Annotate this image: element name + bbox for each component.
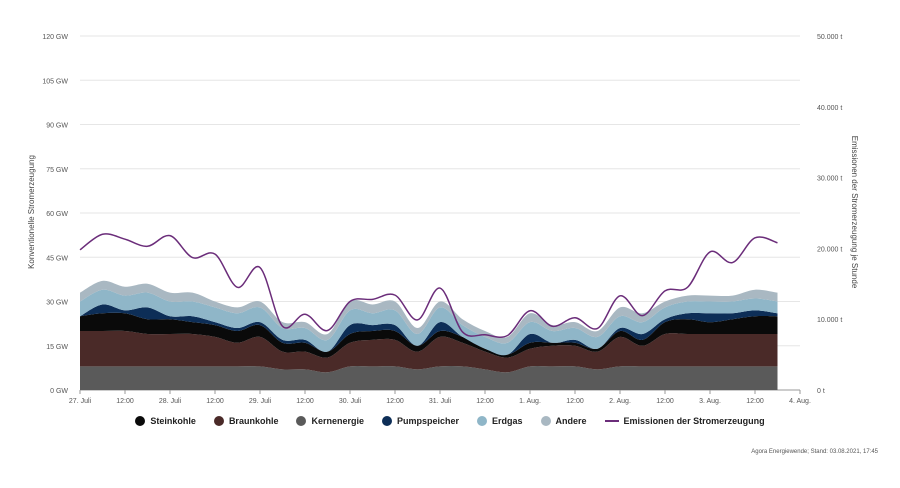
legend-swatch-braunkohle [213, 416, 224, 426]
x-tick-label: 12:00 [746, 398, 764, 405]
x-tick-label: 4. Aug. [789, 398, 811, 405]
area-erdgas [80, 289, 778, 356]
legend-label-erdgas: Erdgas [492, 416, 523, 426]
stacked-area-chart: 0 GW 15 GW 30 GW 45 GW 60 GW 75 GW 90 GW 105 GW… [27, 34, 859, 405]
y-axis-right-label: Emissionen der Stromerzeugung je Stunde [850, 136, 859, 289]
legend-line-emissionen [604, 420, 619, 422]
y-left-tick-label: 105 GW [42, 78, 68, 85]
y-right-tick-label: 30.000 t [817, 176, 842, 183]
y-right-tick-label: 50.000 t [817, 34, 842, 41]
area-steinkohle [80, 312, 778, 358]
y-left-tick-label: 0 GW [50, 388, 68, 395]
area-braunkohle [80, 330, 778, 373]
y-axis-left-ticks: 0 GW 15 GW 30 GW 45 GW 60 GW 75 GW 90 GW 105 GW… [42, 34, 68, 395]
source-note: Agora Energiewende; Stand: 03.08.2021, 1… [751, 449, 878, 455]
y-left-tick-label: 120 GW [42, 34, 68, 41]
legend-swatch-pumpspeicher [381, 416, 392, 426]
area-kernenergie [80, 365, 778, 390]
legend-label-kernenergie: Kernenergie [311, 416, 364, 426]
x-tick-label: 1. Aug. [519, 398, 541, 405]
area-series [80, 280, 778, 390]
x-tick-label: 12:00 [206, 398, 224, 405]
y-left-tick-label: 30 GW [46, 300, 68, 307]
legend: Steinkohle Braunkohle Kernenergie Pumpsp… [0, 416, 900, 426]
legend-item-pumpspeicher[interactable]: Pumpspeicher [381, 416, 460, 426]
y-axis-right-ticks: 0 t 10.000 t 20.000 t 30.000 t 40.000 t 50.00… [817, 34, 842, 395]
x-tick-label: 12:00 [566, 398, 584, 405]
x-tick-label: 12:00 [116, 398, 134, 405]
y-axis-left-label: Konventionelle Stromerzeugung [27, 155, 36, 269]
legend-item-kernenergie[interactable]: Kernenergie [296, 416, 364, 426]
x-tick-label: 3. Aug. [699, 398, 721, 405]
legend-swatch-andere [540, 416, 551, 426]
x-tick-label: 27. Juli [69, 398, 92, 405]
legend-swatch-steinkohle [135, 416, 146, 426]
legend-item-braunkohle[interactable]: Braunkohle [213, 416, 279, 426]
x-tick-label: 31. Juli [429, 398, 452, 405]
legend-label-steinkohle: Steinkohle [150, 416, 196, 426]
y-left-tick-label: 60 GW [46, 211, 68, 218]
x-tick-label: 12:00 [296, 398, 314, 405]
legend-item-emissionen[interactable]: Emissionen der Stromerzeugung [604, 416, 765, 426]
y-left-tick-label: 90 GW [46, 123, 68, 130]
legend-item-andere[interactable]: Andere [540, 416, 587, 426]
y-right-tick-label: 0 t [817, 388, 825, 395]
area-pumpspeicher [80, 304, 778, 356]
legend-label-braunkohle: Braunkohle [228, 416, 279, 426]
x-tick-label: 2. Aug. [609, 398, 631, 405]
y-right-tick-label: 10.000 t [817, 317, 842, 324]
legend-label-pumpspeicher: Pumpspeicher [396, 416, 460, 426]
x-tick-label: 29. Juli [249, 398, 272, 405]
x-tick-label: 12:00 [476, 398, 494, 405]
x-tick-label: 12:00 [386, 398, 404, 405]
x-tick-label: 12:00 [656, 398, 674, 405]
legend-label-andere: Andere [555, 416, 587, 426]
y-left-tick-label: 15 GW [46, 344, 68, 351]
emissions-path [79, 233, 778, 338]
legend-swatch-erdgas [477, 416, 488, 426]
area-andere [80, 280, 778, 344]
x-axis-ticks: 27. Juli 12:00 28. Juli 12:00 29. Juli 12:00 3… [69, 390, 811, 405]
x-tick-label: 28. Juli [159, 398, 182, 405]
x-tick-label: 30. Juli [339, 398, 362, 405]
y-right-tick-label: 40.000 t [817, 105, 842, 112]
legend-item-steinkohle[interactable]: Steinkohle [135, 416, 196, 426]
legend-label-emissionen: Emissionen der Stromerzeugung [623, 416, 765, 426]
y-right-tick-label: 20.000 t [817, 246, 842, 253]
legend-swatch-kernenergie [296, 416, 307, 426]
legend-item-erdgas[interactable]: Erdgas [477, 416, 523, 426]
emissions-line [79, 233, 778, 338]
y-left-tick-label: 45 GW [46, 255, 68, 262]
y-left-tick-label: 75 GW [46, 167, 68, 174]
